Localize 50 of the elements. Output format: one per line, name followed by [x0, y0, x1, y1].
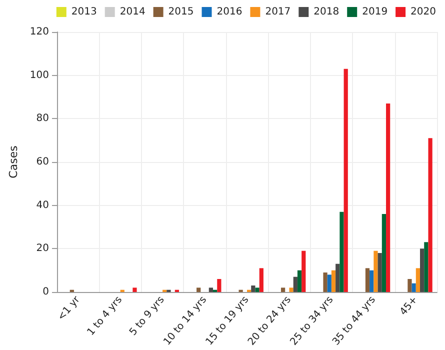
x-tick-label: 45+	[398, 294, 420, 318]
legend-label: 2013	[71, 6, 97, 18]
bar	[365, 268, 370, 292]
bar	[293, 276, 298, 292]
bar	[217, 279, 222, 292]
legend-label: 2018	[314, 6, 340, 18]
y-tick-label: 0	[42, 286, 49, 298]
bar	[289, 288, 294, 292]
bar	[302, 250, 306, 292]
bar	[323, 272, 328, 292]
bar	[416, 268, 420, 292]
y-tick-label: 120	[30, 26, 49, 38]
bar	[251, 286, 256, 292]
bar	[196, 288, 201, 292]
bar	[374, 250, 378, 292]
x-tick-label: <1 yr	[56, 294, 83, 323]
bar	[408, 279, 412, 292]
y-tick-label: 100	[30, 70, 49, 81]
y-tick-label: 80	[36, 113, 49, 124]
bar	[420, 248, 424, 292]
bar	[336, 264, 340, 292]
bar	[424, 242, 428, 292]
y-tick-label: 40	[36, 200, 49, 211]
legend-label: 2016	[216, 6, 242, 18]
bar	[428, 138, 432, 292]
bar	[382, 214, 386, 292]
bar	[259, 268, 264, 292]
bar	[331, 270, 336, 292]
legend-label: 2015	[168, 6, 194, 18]
bar	[297, 270, 302, 292]
y-axis-title: Cases	[7, 145, 20, 178]
bar	[378, 253, 382, 292]
legend-label: 2014	[120, 6, 146, 18]
y-tick-label: 60	[36, 156, 49, 168]
bar	[344, 68, 348, 292]
bar	[340, 212, 344, 292]
bar	[255, 288, 260, 292]
bar	[412, 283, 416, 292]
y-tick-label: 20	[36, 243, 49, 254]
bar	[132, 288, 137, 292]
x-tick-label: 5 to 9 yrs	[128, 294, 167, 338]
bar	[280, 288, 286, 292]
legend-label: 2020	[410, 6, 436, 18]
bar	[370, 270, 374, 292]
x-tick-label: 1 to 4 yrs	[86, 294, 125, 338]
bar	[327, 274, 332, 292]
bar	[208, 288, 214, 292]
legend-label: 2019	[362, 6, 388, 18]
legend-label: 2017	[265, 6, 291, 18]
bar	[386, 104, 390, 292]
